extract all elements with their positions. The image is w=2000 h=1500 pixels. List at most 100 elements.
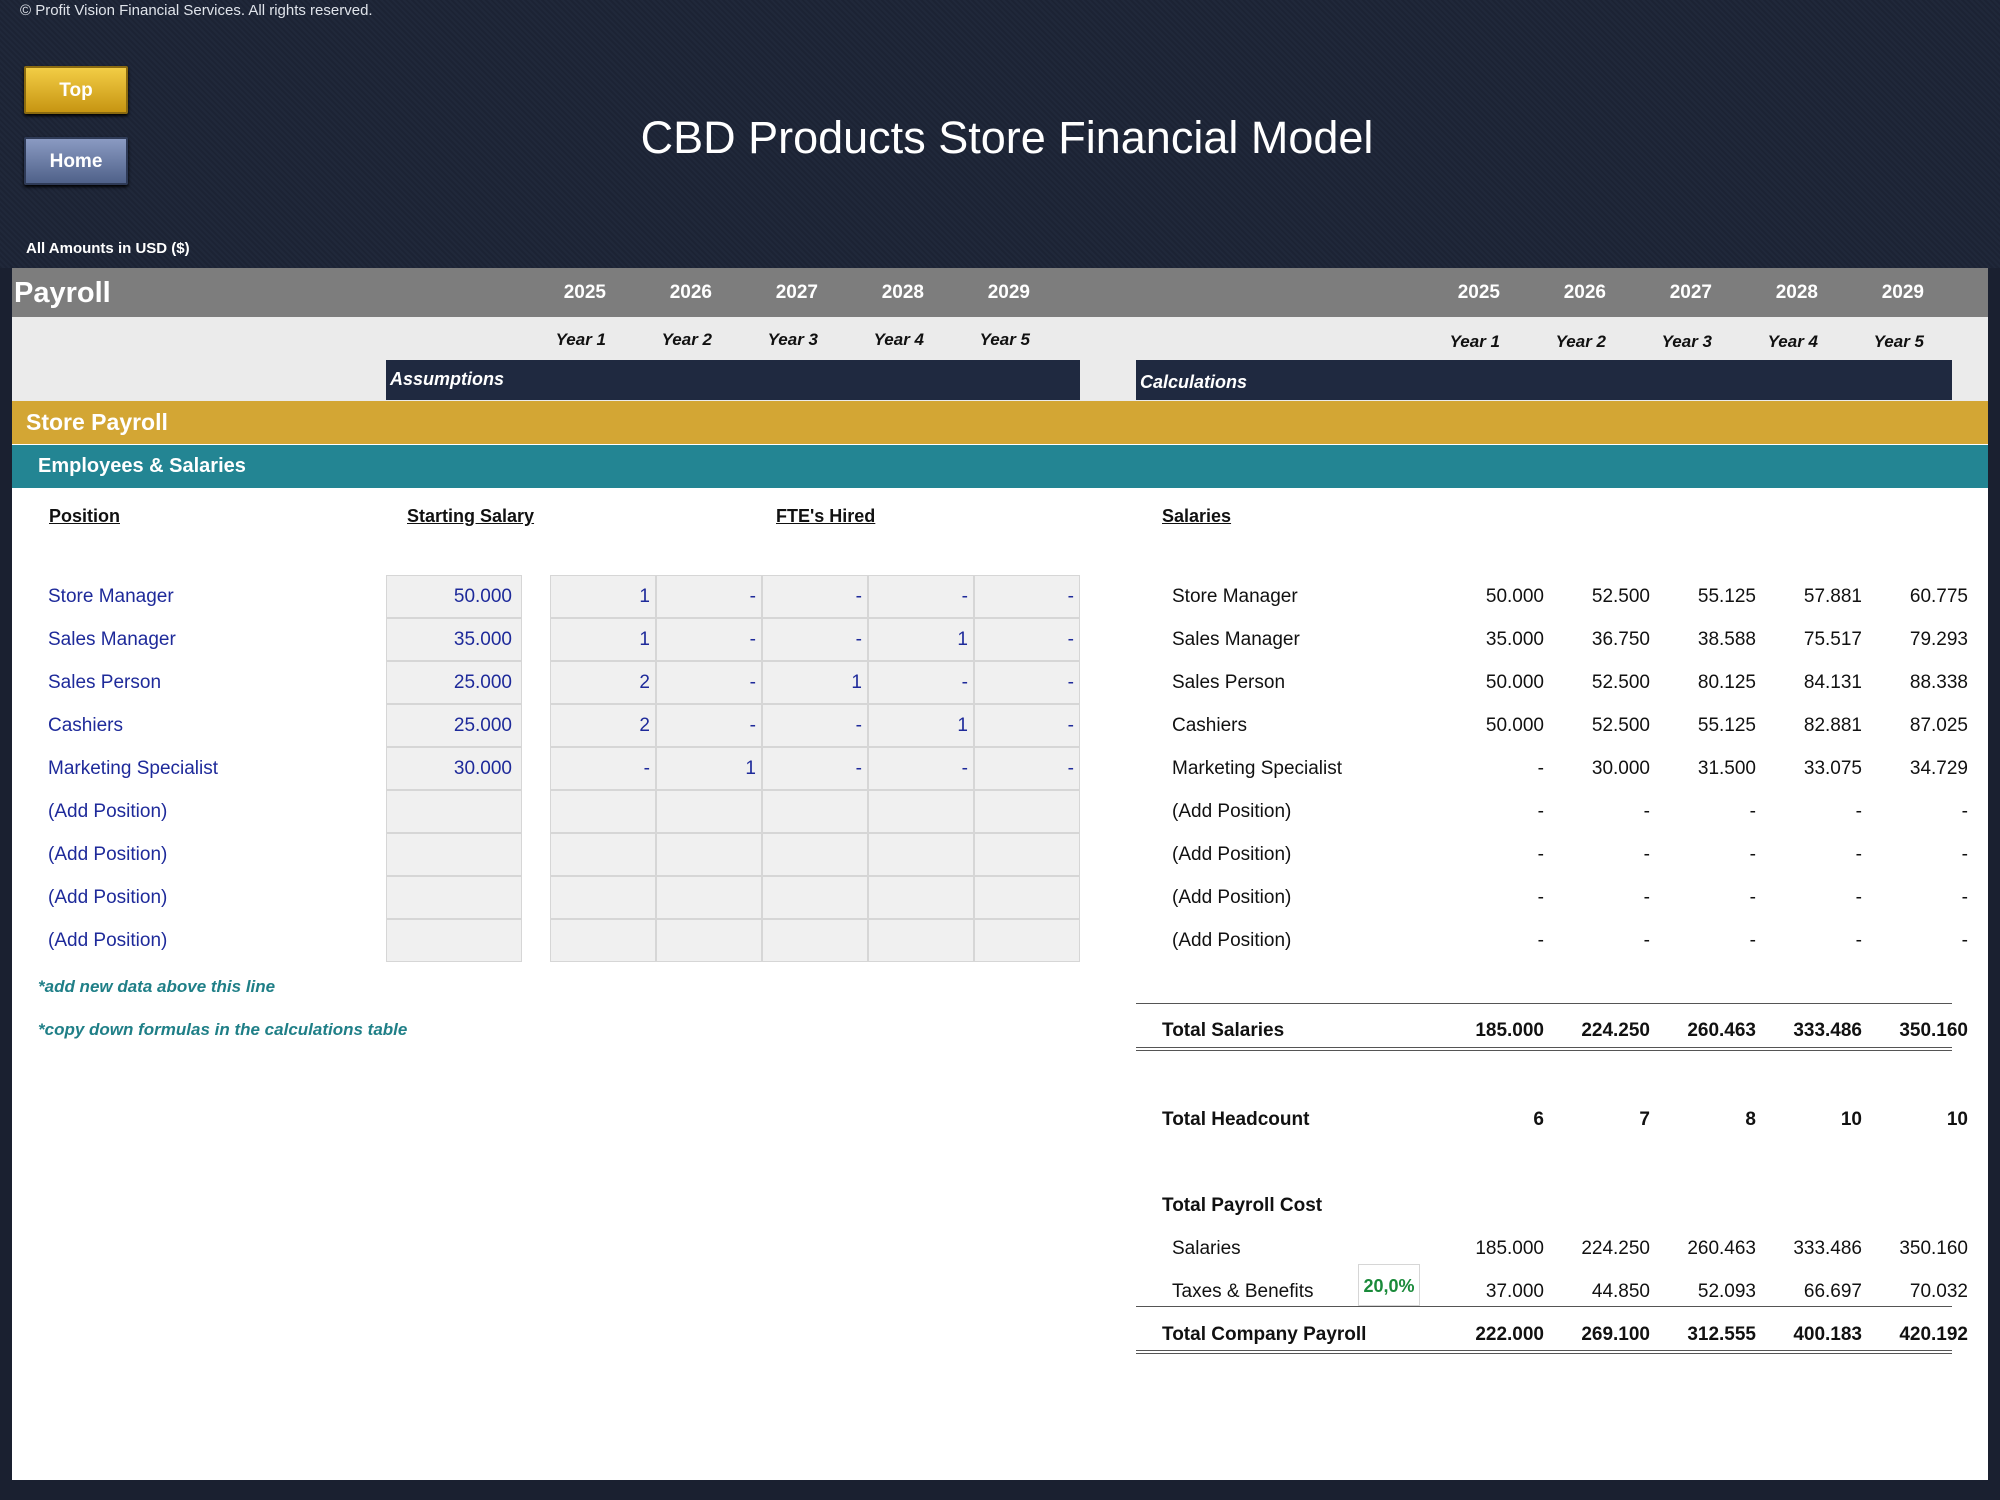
starting-salary-cell[interactable] [386, 618, 522, 661]
salary-value: 52.500 [1591, 715, 1650, 736]
fte-cell[interactable] [974, 747, 1080, 790]
fte-cell[interactable] [974, 833, 1080, 876]
starting-salary-cell[interactable] [386, 833, 522, 876]
salary-value: 52.500 [1591, 586, 1650, 607]
total-salaries-value: 260.463 [1687, 1020, 1756, 1041]
position-name[interactable]: Sales Manager [48, 629, 176, 650]
fte-cell[interactable] [656, 618, 762, 661]
fte-cell[interactable] [868, 790, 974, 833]
total-salaries-label: Total Salaries [1162, 1020, 1285, 1041]
year-label: Year 1 [555, 330, 606, 349]
fte-cell[interactable] [656, 919, 762, 962]
position-name[interactable]: (Add Position) [48, 801, 168, 822]
fte-cell[interactable] [656, 876, 762, 919]
fte-cell[interactable] [868, 575, 974, 618]
fte-cell[interactable] [550, 876, 656, 919]
fte-cell[interactable] [868, 618, 974, 661]
fte-cell[interactable] [762, 661, 868, 704]
starting-salary-cell[interactable] [386, 661, 522, 704]
fte-cell[interactable] [868, 919, 974, 962]
fte-value: - [855, 586, 862, 607]
salary-value: 52.500 [1591, 672, 1650, 693]
fte-value: - [749, 672, 756, 693]
fte-cell[interactable] [762, 919, 868, 962]
salary-value: - [1643, 887, 1650, 908]
fte-cell[interactable] [974, 919, 1080, 962]
position-name[interactable]: (Add Position) [48, 887, 168, 908]
fte-cell[interactable] [656, 704, 762, 747]
fte-cell[interactable] [868, 704, 974, 747]
fte-cell[interactable] [974, 575, 1080, 618]
year-header: 2029 [987, 282, 1030, 303]
year-label: Year 2 [661, 330, 712, 349]
section-store-payroll: Store Payroll [12, 401, 1988, 444]
payroll-salaries-value: 350.160 [1899, 1238, 1968, 1259]
fte-cell[interactable] [868, 833, 974, 876]
calc-position-name: Store Manager [1172, 586, 1298, 607]
total-salaries-value: 350.160 [1899, 1020, 1968, 1041]
position-name[interactable]: (Add Position) [48, 844, 168, 865]
fte-cell[interactable] [762, 747, 868, 790]
fte-cell[interactable] [656, 747, 762, 790]
position-name[interactable]: (Add Position) [48, 930, 168, 951]
calculations-header: Calculations [1136, 360, 1952, 400]
salary-value: - [1855, 801, 1862, 822]
fte-cell[interactable] [868, 747, 974, 790]
salary-value: 35.000 [1485, 629, 1544, 650]
fte-cell[interactable] [656, 661, 762, 704]
starting-salary-cell[interactable] [386, 919, 522, 962]
fte-cell[interactable] [550, 704, 656, 747]
starting-salary-cell[interactable] [386, 747, 522, 790]
fte-cell[interactable] [762, 876, 868, 919]
position-name[interactable]: Marketing Specialist [48, 758, 219, 779]
top-button[interactable]: Top [24, 66, 128, 114]
salary-value: - [1749, 887, 1756, 908]
starting-salary-cell[interactable] [386, 575, 522, 618]
position-name[interactable]: Sales Person [48, 672, 162, 693]
salary-value: - [1643, 801, 1650, 822]
salary-value: - [1961, 844, 1968, 865]
fte-cell[interactable] [974, 704, 1080, 747]
sheet-title: Payroll [14, 277, 111, 309]
position-name[interactable]: Store Manager [48, 586, 174, 607]
fte-cell[interactable] [550, 833, 656, 876]
fte-cell[interactable] [762, 790, 868, 833]
salary-value: 50.000 [1485, 715, 1544, 736]
home-button[interactable]: Home [24, 137, 128, 185]
starting-salary-cell[interactable] [386, 790, 522, 833]
fte-cell[interactable] [550, 661, 656, 704]
fte-cell[interactable] [656, 575, 762, 618]
fte-cell[interactable] [762, 704, 868, 747]
fte-cell[interactable] [550, 575, 656, 618]
calc-position-name: Sales Manager [1172, 629, 1300, 650]
fte-cell[interactable] [762, 575, 868, 618]
starting-salary-cell[interactable] [386, 876, 522, 919]
salary-value: - [1855, 844, 1862, 865]
taxes-rate-input[interactable]: 20,0% [1358, 1264, 1420, 1306]
fte-cell[interactable] [550, 919, 656, 962]
salary-value: - [1961, 801, 1968, 822]
fte-cell[interactable] [868, 876, 974, 919]
fte-cell[interactable] [550, 618, 656, 661]
starting-salary-value: 50.000 [453, 586, 512, 607]
year-label: Year 3 [767, 330, 818, 349]
total-salaries-value: 333.486 [1793, 1020, 1862, 1041]
position-name[interactable]: Cashiers [48, 715, 123, 736]
fte-value: - [961, 672, 968, 693]
fte-cell[interactable] [656, 833, 762, 876]
fte-cell[interactable] [550, 790, 656, 833]
fte-cell[interactable] [974, 790, 1080, 833]
fte-cell[interactable] [974, 876, 1080, 919]
calc-position-name: (Add Position) [1172, 887, 1292, 908]
fte-cell[interactable] [550, 747, 656, 790]
fte-cell[interactable] [762, 618, 868, 661]
calc-position-name: Sales Person [1172, 672, 1286, 693]
fte-cell[interactable] [762, 833, 868, 876]
fte-cell[interactable] [656, 790, 762, 833]
fte-cell[interactable] [974, 618, 1080, 661]
fte-cell[interactable] [868, 661, 974, 704]
fte-cell[interactable] [974, 661, 1080, 704]
fte-value: - [855, 629, 862, 650]
salary-value: 88.338 [1909, 672, 1968, 693]
starting-salary-cell[interactable] [386, 704, 522, 747]
